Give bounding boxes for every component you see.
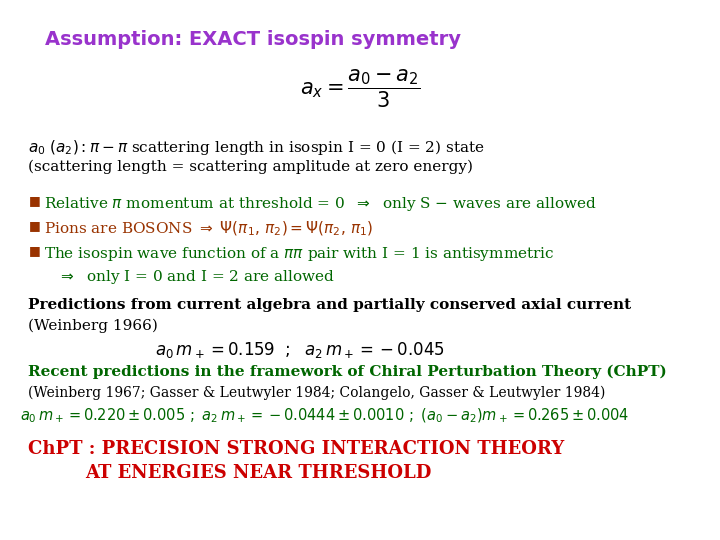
Text: AT ENERGIES NEAR THRESHOLD: AT ENERGIES NEAR THRESHOLD: [85, 464, 431, 482]
Text: $a_0\ (a_2):\pi-\pi$ scattering length in isospin I = 0 (I = 2) state: $a_0\ (a_2):\pi-\pi$ scattering length i…: [28, 138, 485, 157]
Text: Pions are BOSONS $\Rightarrow$ $\Psi(\pi_1,\,\pi_2) = \Psi(\pi_2,\,\pi_1)$: Pions are BOSONS $\Rightarrow$ $\Psi(\pi…: [44, 220, 374, 238]
Text: $\boldsymbol{a_0}\,m_+ = 0.220\pm 0.005\ ;\ \boldsymbol{a_2}\,m_+ = -0.0444\pm 0: $\boldsymbol{a_0}\,m_+ = 0.220\pm 0.005\…: [20, 407, 629, 426]
Text: $\blacksquare$: $\blacksquare$: [28, 245, 40, 259]
Text: Assumption: EXACT isospin symmetry: Assumption: EXACT isospin symmetry: [45, 30, 461, 49]
Text: $\boldsymbol{a_0}\,m_+ = 0.159\ \ ;\ \ \boldsymbol{a_2}\,m_+ = -0.045$: $\boldsymbol{a_0}\,m_+ = 0.159\ \ ;\ \ \…: [155, 340, 445, 360]
Text: The isospin wave function of a $\pi\pi$ pair with I = 1 is antisymmetric: The isospin wave function of a $\pi\pi$ …: [44, 245, 554, 263]
Text: Predictions from current algebra and partially conserved axial current: Predictions from current algebra and par…: [28, 298, 631, 312]
Text: (Weinberg 1966): (Weinberg 1966): [28, 319, 158, 333]
Text: Relative $\pi$ momentum at threshold = 0  $\Rightarrow$  only S $-$ waves are al: Relative $\pi$ momentum at threshold = 0…: [44, 195, 597, 213]
Text: (scattering length = scattering amplitude at zero energy): (scattering length = scattering amplitud…: [28, 160, 473, 174]
Text: $a_x = \dfrac{a_0 - a_2}{3}$: $a_x = \dfrac{a_0 - a_2}{3}$: [300, 68, 420, 110]
Text: $\blacksquare$: $\blacksquare$: [28, 220, 40, 234]
Text: $\blacksquare$: $\blacksquare$: [28, 195, 40, 209]
Text: ChPT : PRECISION STRONG INTERACTION THEORY: ChPT : PRECISION STRONG INTERACTION THEO…: [28, 440, 564, 458]
Text: $\Rightarrow$  only I = 0 and I = 2 are allowed: $\Rightarrow$ only I = 0 and I = 2 are a…: [58, 268, 335, 286]
Text: Recent predictions in the framework of Chiral Perturbation Theory (ChPT): Recent predictions in the framework of C…: [28, 365, 667, 380]
Text: (Weinberg 1967; Gasser & Leutwyler 1984; Colangelo, Gasser & Leutwyler 1984): (Weinberg 1967; Gasser & Leutwyler 1984;…: [28, 386, 606, 400]
